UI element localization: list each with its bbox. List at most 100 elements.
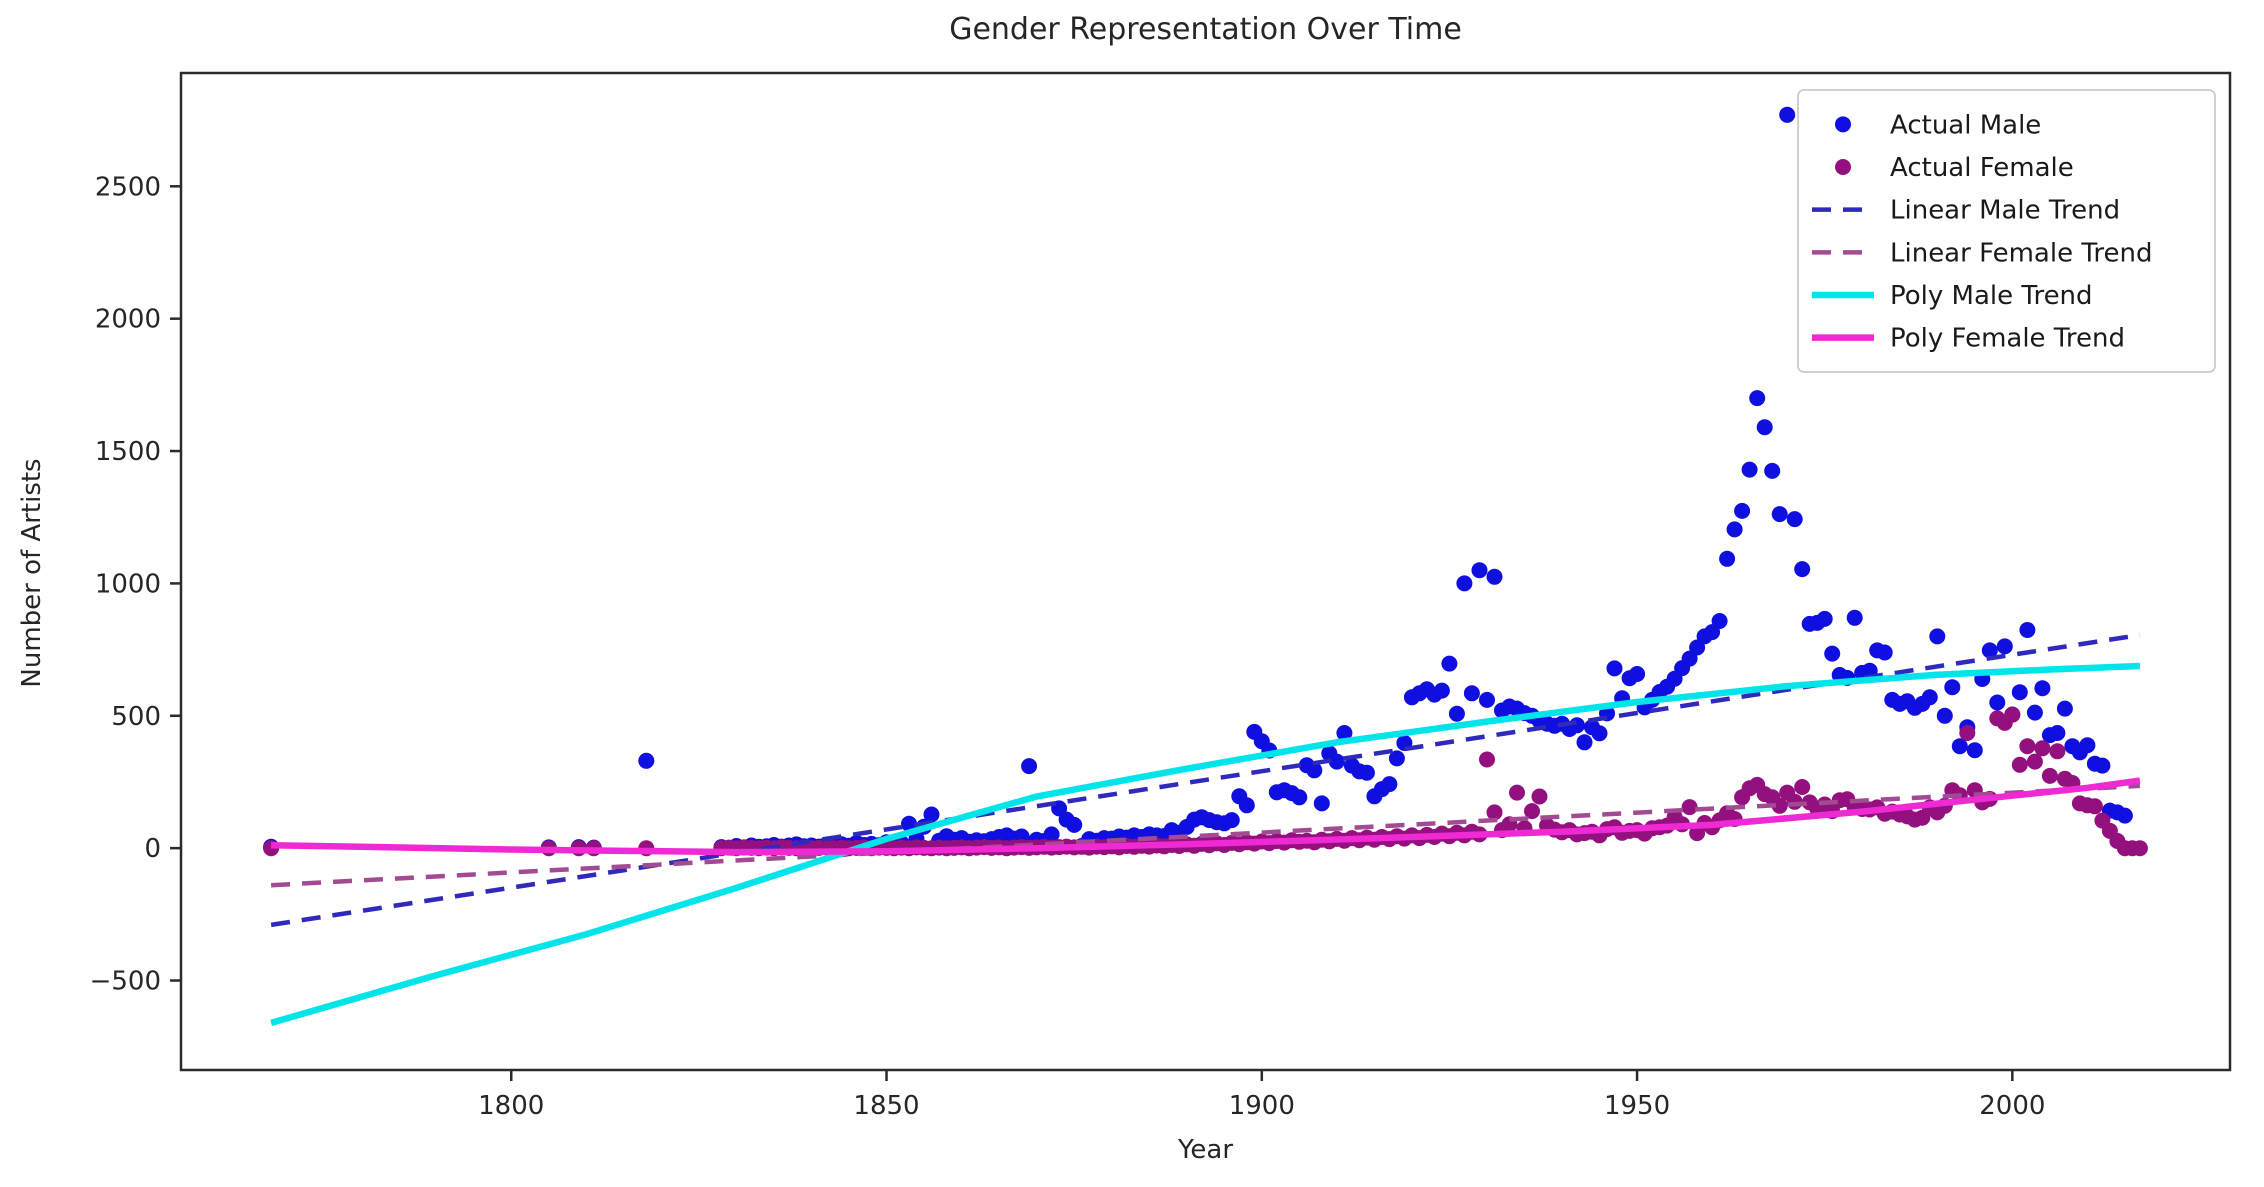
legend-label: Poly Female Trend (1890, 324, 2125, 354)
data-point (1509, 784, 1525, 801)
data-point (1824, 645, 1841, 662)
data-point (1531, 788, 1548, 805)
data-point (2086, 798, 2103, 815)
data-point (1381, 776, 1398, 793)
y-tick-label: 2000 (95, 305, 161, 335)
y-tick-label: 1500 (95, 437, 161, 467)
data-point (1936, 707, 1953, 724)
legend-item: Poly Male Trend (1812, 281, 2093, 311)
data-point (2056, 700, 2073, 717)
legend-box (1797, 89, 2216, 373)
data-point (2011, 756, 2028, 773)
legend-marker-male-dot (1835, 116, 1851, 133)
data-point (1794, 561, 1811, 578)
data-point (1749, 390, 1766, 407)
data-point (1681, 799, 1698, 816)
legend-marker-female-dot (1835, 159, 1851, 175)
data-point (1951, 738, 1968, 755)
data-point (1576, 734, 1593, 751)
data-point (1313, 795, 1330, 812)
data-point (1021, 758, 1038, 775)
data-point (1711, 613, 1728, 629)
data-point (1786, 511, 1803, 528)
data-point (923, 806, 940, 823)
data-point (1486, 804, 1503, 821)
data-point (1981, 642, 1998, 659)
y-tick-label: 500 (111, 702, 161, 732)
data-point (1448, 705, 1465, 722)
data-point (1456, 575, 1473, 592)
data-point (2041, 767, 2058, 784)
data-point (1479, 691, 1495, 708)
data-point (1944, 679, 1961, 696)
data-point (1306, 762, 1323, 779)
legend-item: Linear Female Trend (1812, 238, 2153, 268)
data-point (901, 815, 917, 832)
x-tick-label: 2000 (1979, 1091, 2045, 1121)
data-point (2019, 738, 2036, 755)
data-point (1779, 106, 1796, 123)
data-point (1734, 502, 1751, 519)
y-tick-label: 0 (144, 834, 161, 864)
y-axis-label: Number of Artists (17, 458, 47, 688)
data-point (1066, 816, 1083, 833)
data-point (2049, 725, 2066, 741)
data-point (1771, 797, 1788, 814)
data-point (1336, 725, 1353, 741)
data-point (2116, 807, 2133, 824)
data-point (1223, 812, 1240, 829)
legend-label: Linear Male Trend (1890, 196, 2120, 226)
legend-label: Actual Female (1890, 153, 2074, 183)
y-tick-label: −500 (90, 967, 161, 997)
data-point (1358, 764, 1375, 781)
data-point (1816, 610, 1833, 627)
data-point (1764, 462, 1781, 479)
legend-label: Linear Female Trend (1890, 238, 2153, 268)
data-point (1756, 419, 1773, 436)
data-point (1291, 789, 1308, 806)
legend-item: Linear Male Trend (1812, 196, 2120, 226)
data-point (1726, 521, 1743, 538)
data-point (1524, 803, 1540, 820)
data-point (1471, 562, 1488, 579)
data-point (1846, 609, 1863, 626)
data-point (2034, 740, 2051, 757)
x-axis-label: Year (1177, 1135, 1234, 1165)
data-point (1463, 685, 1480, 702)
linear-male-trend-line (270, 632, 2141, 928)
legend-item: Actual Female (1835, 153, 2074, 183)
chart-title: Gender Representation Over Time (949, 12, 1462, 47)
data-point (2094, 757, 2111, 774)
data-point (1966, 742, 1983, 759)
data-point (1929, 628, 1946, 645)
data-point (1433, 682, 1450, 699)
y-axis-ticks: −500 0 500 1000 1500 2000 2500 (90, 172, 181, 997)
data-point (1629, 666, 1646, 682)
data-point (2026, 753, 2043, 770)
data-point (1989, 694, 2006, 711)
legend-label: Actual Male (1890, 110, 2041, 140)
legend-item: Actual Male (1835, 110, 2041, 140)
data-point (2011, 684, 2028, 701)
data-point (1441, 655, 1458, 672)
data-point (1771, 506, 1788, 523)
data-point (1794, 779, 1811, 795)
data-point (1388, 750, 1405, 767)
linear-female-trend-line (270, 783, 2141, 888)
data-point (2131, 840, 2148, 857)
y-tick-label: 2500 (95, 172, 161, 202)
data-point (1959, 725, 1976, 741)
x-tick-label: 1950 (1604, 1091, 1670, 1121)
x-tick-label: 1800 (478, 1091, 544, 1121)
y-tick-label: 1000 (95, 569, 161, 599)
data-point (1486, 568, 1503, 585)
data-point (1876, 644, 1893, 661)
x-tick-label: 1850 (853, 1091, 919, 1121)
data-point (1606, 660, 1623, 677)
data-point (1741, 461, 1758, 478)
data-point (1921, 689, 1938, 706)
x-axis-ticks: 1800 1850 1900 1950 2000 (478, 1070, 2045, 1121)
data-point (1328, 753, 1345, 770)
